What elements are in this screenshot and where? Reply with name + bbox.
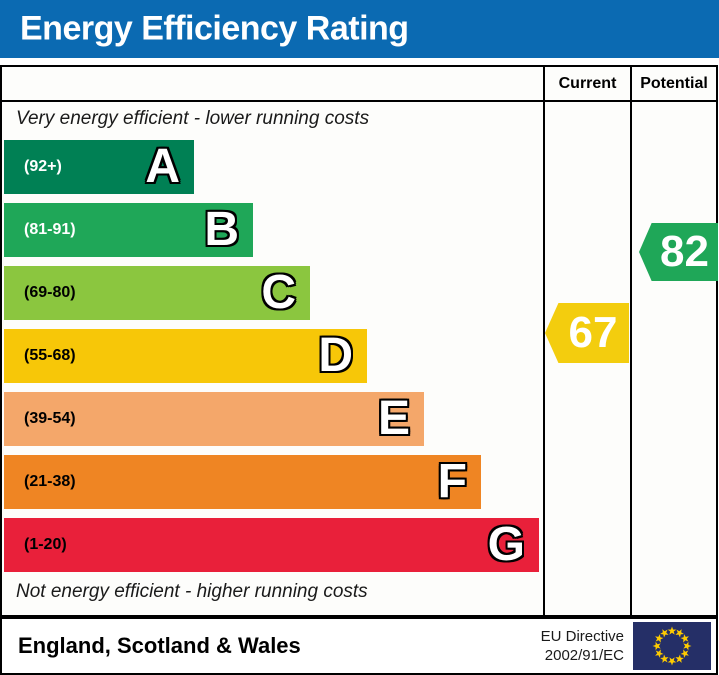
title-bar: Energy Efficiency Rating xyxy=(0,0,719,58)
band-range-label: (81-91) xyxy=(24,221,76,238)
band-range-label: (39-54) xyxy=(24,410,76,427)
potential-column-divider xyxy=(630,67,632,615)
current-rating-value: 67 xyxy=(568,308,618,357)
band-range-label: (55-68) xyxy=(24,347,76,364)
current-column-header: Current xyxy=(558,75,617,92)
band-row-b: (81-91) B xyxy=(4,203,539,257)
header-divider xyxy=(2,100,716,102)
bottom-note: Not energy efficient - higher running co… xyxy=(16,581,368,602)
potential-column-header: Potential xyxy=(640,75,708,92)
band-letter: C xyxy=(261,266,296,319)
band-row-c: (69-80) C xyxy=(4,266,539,320)
band-bar-g: (1-20) G xyxy=(4,518,539,572)
page-title: Energy Efficiency Rating xyxy=(20,9,409,48)
band-bar-e: (39-54) E xyxy=(4,392,424,446)
energy-rating-chart: Current Potential Very energy efficient … xyxy=(0,65,718,617)
potential-rating-marker: 82 xyxy=(639,223,718,281)
eu-directive-line1: EU Directive xyxy=(540,628,624,645)
band-bar-c: (69-80) C xyxy=(4,266,310,320)
eu-directive-line2: 2002/91/EC xyxy=(544,647,624,664)
band-bar-d: (55-68) D xyxy=(4,329,367,383)
band-range-label: (21-38) xyxy=(24,473,76,490)
band-row-e: (39-54) E xyxy=(4,392,539,446)
region-label: England, Scotland & Wales xyxy=(18,633,301,658)
band-letter: E xyxy=(377,392,410,445)
band-row-f: (21-38) F xyxy=(4,455,539,509)
band-range-label: (92+) xyxy=(24,158,62,175)
eu-directive-label: EU Directive 2002/91/EC xyxy=(541,627,624,665)
footer-bar: England, Scotland & Wales EU Directive 2… xyxy=(0,617,718,675)
band-bar-b: (81-91) B xyxy=(4,203,253,257)
band-letter: F xyxy=(437,455,467,508)
rating-bands: (92+) A (81-91) B (69-80) C (55-68) xyxy=(4,140,539,581)
current-rating-marker: 67 xyxy=(545,303,629,363)
band-row-g: (1-20) G xyxy=(4,518,539,572)
band-range-label: (69-80) xyxy=(24,284,76,301)
top-note: Very energy efficient - lower running co… xyxy=(16,108,370,129)
band-letter: B xyxy=(204,203,239,256)
potential-rating-value: 82 xyxy=(660,227,709,276)
band-row-a: (92+) A xyxy=(4,140,539,194)
band-row-d: (55-68) D xyxy=(4,329,539,383)
band-bar-f: (21-38) F xyxy=(4,455,481,509)
band-letter: G xyxy=(487,518,525,571)
eu-flag-icon xyxy=(633,622,711,670)
band-bar-a: (92+) A xyxy=(4,140,194,194)
band-letter: D xyxy=(318,329,353,382)
band-letter: A xyxy=(145,140,180,193)
band-range-label: (1-20) xyxy=(24,536,67,553)
current-column-divider xyxy=(543,67,545,615)
